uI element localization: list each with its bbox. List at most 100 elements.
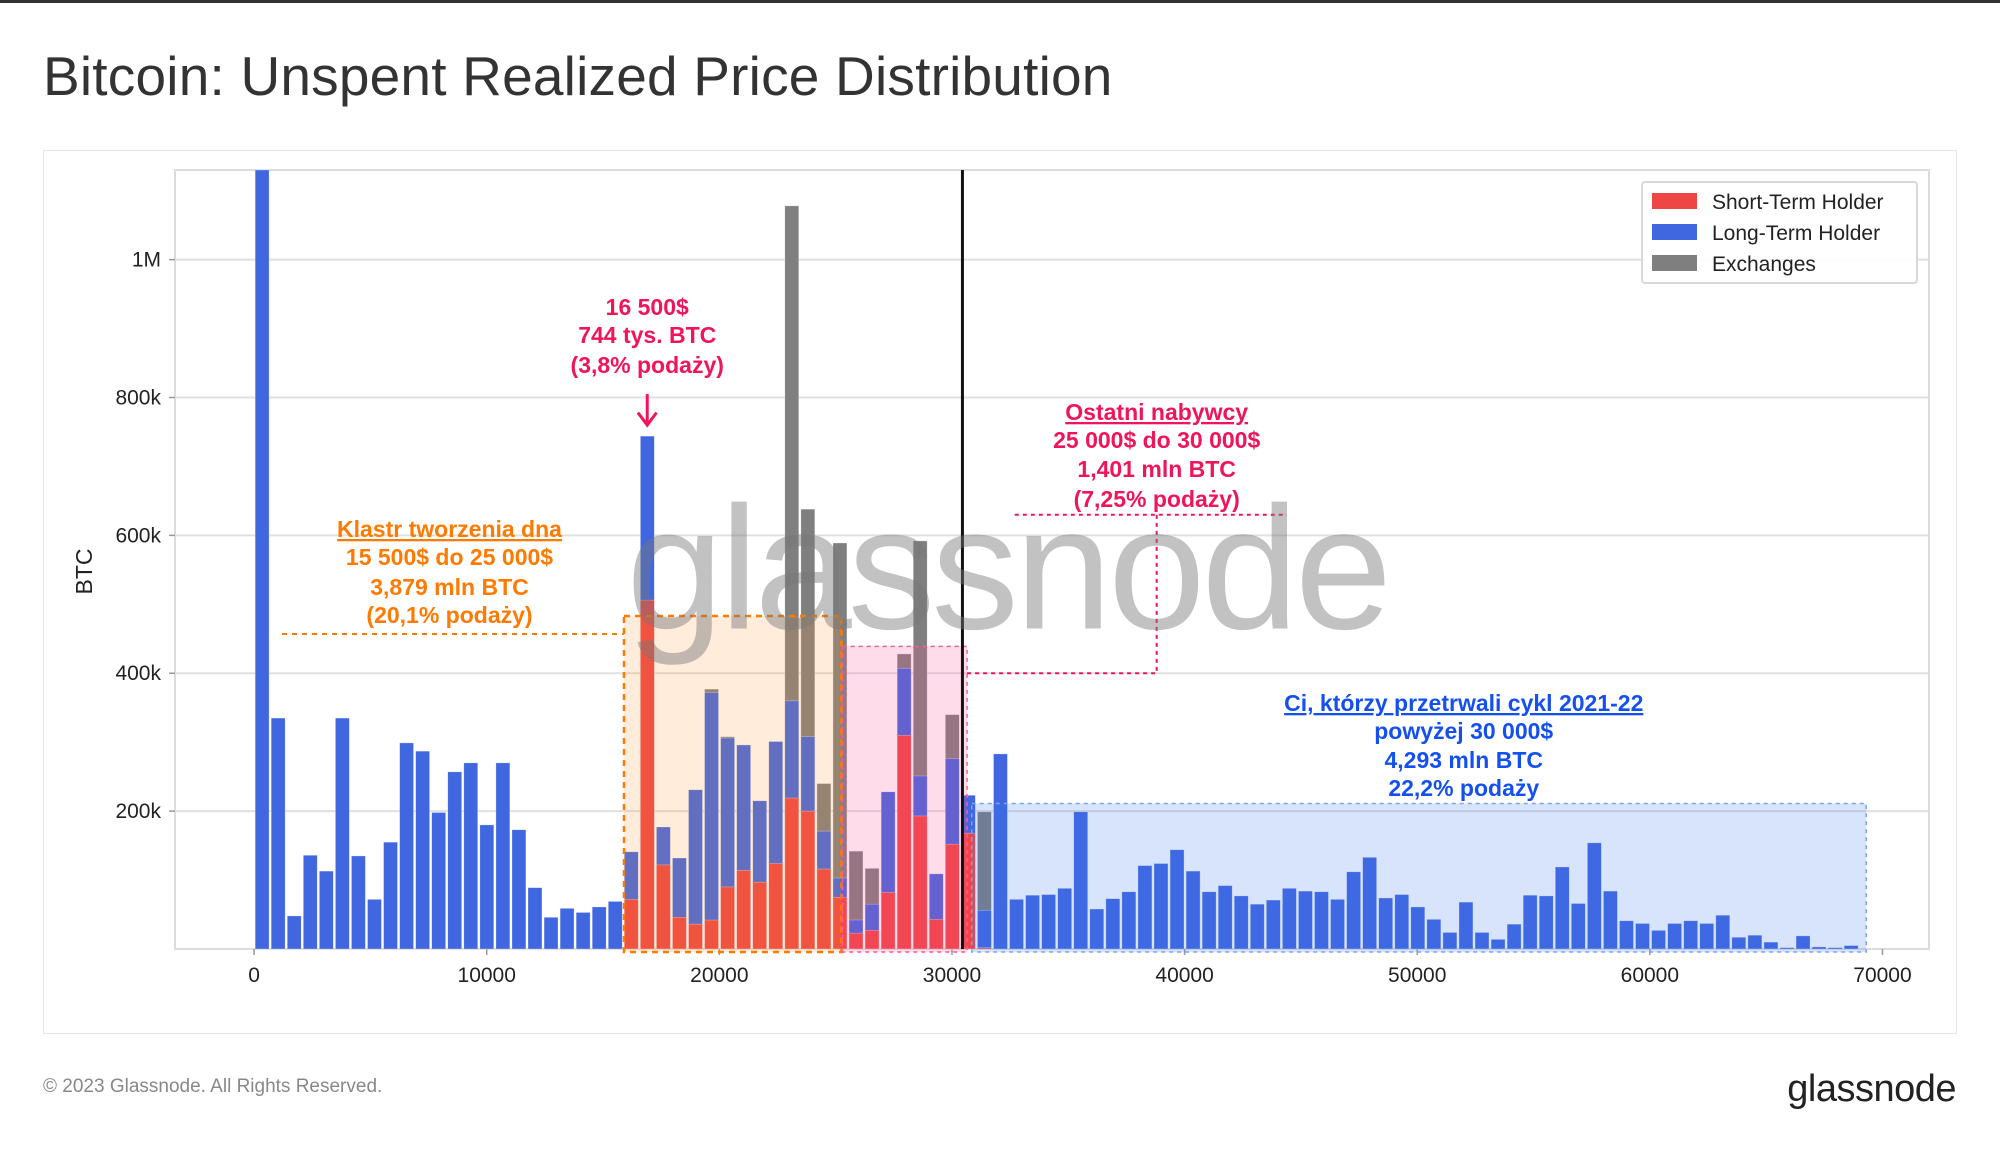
lth-bar [495, 762, 511, 950]
lth-bar [1410, 906, 1426, 950]
lth-bar [1827, 947, 1843, 950]
copyright: © 2023 Glassnode. All Rights Reserved. [43, 1076, 383, 1097]
lth-bar [1587, 842, 1602, 950]
lth-bar [1811, 946, 1827, 950]
x-tick-label: 70000 [1853, 964, 1911, 987]
lth-bar [1378, 897, 1393, 950]
annotation-survivors-line: 4,293 mln BTC [1384, 747, 1543, 773]
lth-bar [1699, 923, 1715, 950]
lth-bar [1426, 919, 1442, 950]
lth-bar [1571, 903, 1586, 950]
lth-bar [1250, 903, 1265, 950]
sth-bar [928, 919, 944, 950]
sth-bar [656, 864, 671, 950]
lth-bar [1314, 891, 1329, 950]
lth-bar [1651, 930, 1666, 950]
sth-bar [945, 843, 960, 950]
annotation-cluster-line: (20,1% podaży) [366, 602, 532, 628]
lth-bar [1073, 811, 1089, 950]
lth-bar [1266, 899, 1281, 950]
lth-bar [511, 829, 527, 950]
y-tick-label: 800k [115, 386, 161, 409]
lth-bar [1506, 923, 1522, 950]
lth-bar [1121, 891, 1137, 950]
lth-bar [559, 908, 575, 950]
sth-bar [704, 919, 719, 950]
chart-card [43, 150, 1957, 1034]
legend-swatch-sth [1652, 193, 1697, 209]
survivors-highlight-box [970, 802, 1867, 953]
sth-bar [720, 886, 735, 950]
legend-label: Short-Term Holder [1712, 191, 1884, 214]
lth-bar [319, 870, 334, 950]
lth-bar [286, 915, 302, 950]
lth-bar [1763, 941, 1779, 950]
sth-bar [832, 896, 848, 950]
lth-bar [1153, 863, 1169, 950]
lth-bar [367, 899, 382, 950]
cluster-highlight-box [622, 614, 843, 954]
sth-bar [816, 868, 832, 950]
lth-bar [1330, 899, 1345, 950]
lth-bar [1490, 939, 1506, 950]
lth-bar [1201, 891, 1217, 950]
lth-bar [1619, 920, 1634, 950]
lth-bar [1057, 888, 1072, 950]
annotation-survivors-line: Ci, którzy przetrwali cykl 2021-22 [1284, 690, 1643, 716]
lth-bar [1298, 890, 1313, 950]
lth-bar [1169, 849, 1185, 950]
sth-bar [800, 810, 816, 950]
legend-label: Long-Term Holder [1712, 222, 1880, 245]
annotation-16500-line: (3,8% podaży) [571, 352, 724, 378]
sth-bar [784, 797, 800, 950]
sth-bar [640, 599, 655, 950]
lth-bar [1105, 898, 1121, 950]
lth-bar [1362, 857, 1377, 950]
x-tick-label: 40000 [1155, 964, 1213, 987]
sth-bar [688, 923, 703, 950]
page-title: Bitcoin: Unspent Realized Price Distribu… [43, 45, 1113, 107]
lth-bar [463, 762, 479, 950]
y-tick-label: 400k [115, 662, 161, 685]
annotation-16500-line: 744 tys. BTC [578, 322, 716, 348]
y-tick-label: 1M [132, 249, 161, 272]
annotation-16500-line: 16 500$ [606, 294, 689, 320]
lth-bar [1843, 945, 1859, 950]
recent-buyers-highlight-box [841, 645, 968, 953]
annotation-recent-buyers-line: (7,25% podaży) [1074, 486, 1240, 512]
annotation-survivors-line: 22,2% podaży [1388, 775, 1539, 801]
lth-bar [607, 901, 623, 950]
annotation-cluster-line: 3,879 mln BTC [370, 574, 529, 600]
lth-bar [1233, 895, 1249, 950]
lth-bar [1747, 934, 1763, 950]
lth-bar [1041, 894, 1056, 950]
sth-bar [624, 899, 639, 950]
lth-bar [1779, 947, 1795, 950]
sth-bar [977, 947, 992, 950]
annotation-recent-buyers-line: 1,401 mln BTC [1077, 456, 1236, 482]
sth-bar [912, 815, 928, 950]
sth-bar [736, 870, 751, 950]
legend [1641, 181, 1918, 284]
lth-bar [1667, 923, 1682, 950]
lth-bar [1137, 865, 1153, 950]
lth-bar [1554, 866, 1570, 950]
lth-bar [527, 887, 543, 950]
lth-bar [447, 771, 463, 950]
lth-bar [1442, 932, 1458, 950]
lth-bar [1025, 894, 1040, 950]
annotation-cluster-line: Klastr tworzenia dna [337, 516, 562, 542]
lth-bar [1217, 885, 1233, 950]
sth-bar [864, 930, 880, 950]
lth-bar [575, 912, 591, 950]
sth-bar [768, 863, 784, 950]
lth-bar [415, 750, 430, 950]
x-tick-label: 30000 [923, 964, 981, 987]
lth-bar [270, 717, 286, 950]
x-tick-label: 60000 [1621, 964, 1679, 987]
sth-bar [752, 881, 767, 950]
glassnode-logo: glassnode [1787, 1068, 1956, 1110]
lth-bar [993, 753, 1008, 950]
lth-bar [1795, 935, 1811, 950]
